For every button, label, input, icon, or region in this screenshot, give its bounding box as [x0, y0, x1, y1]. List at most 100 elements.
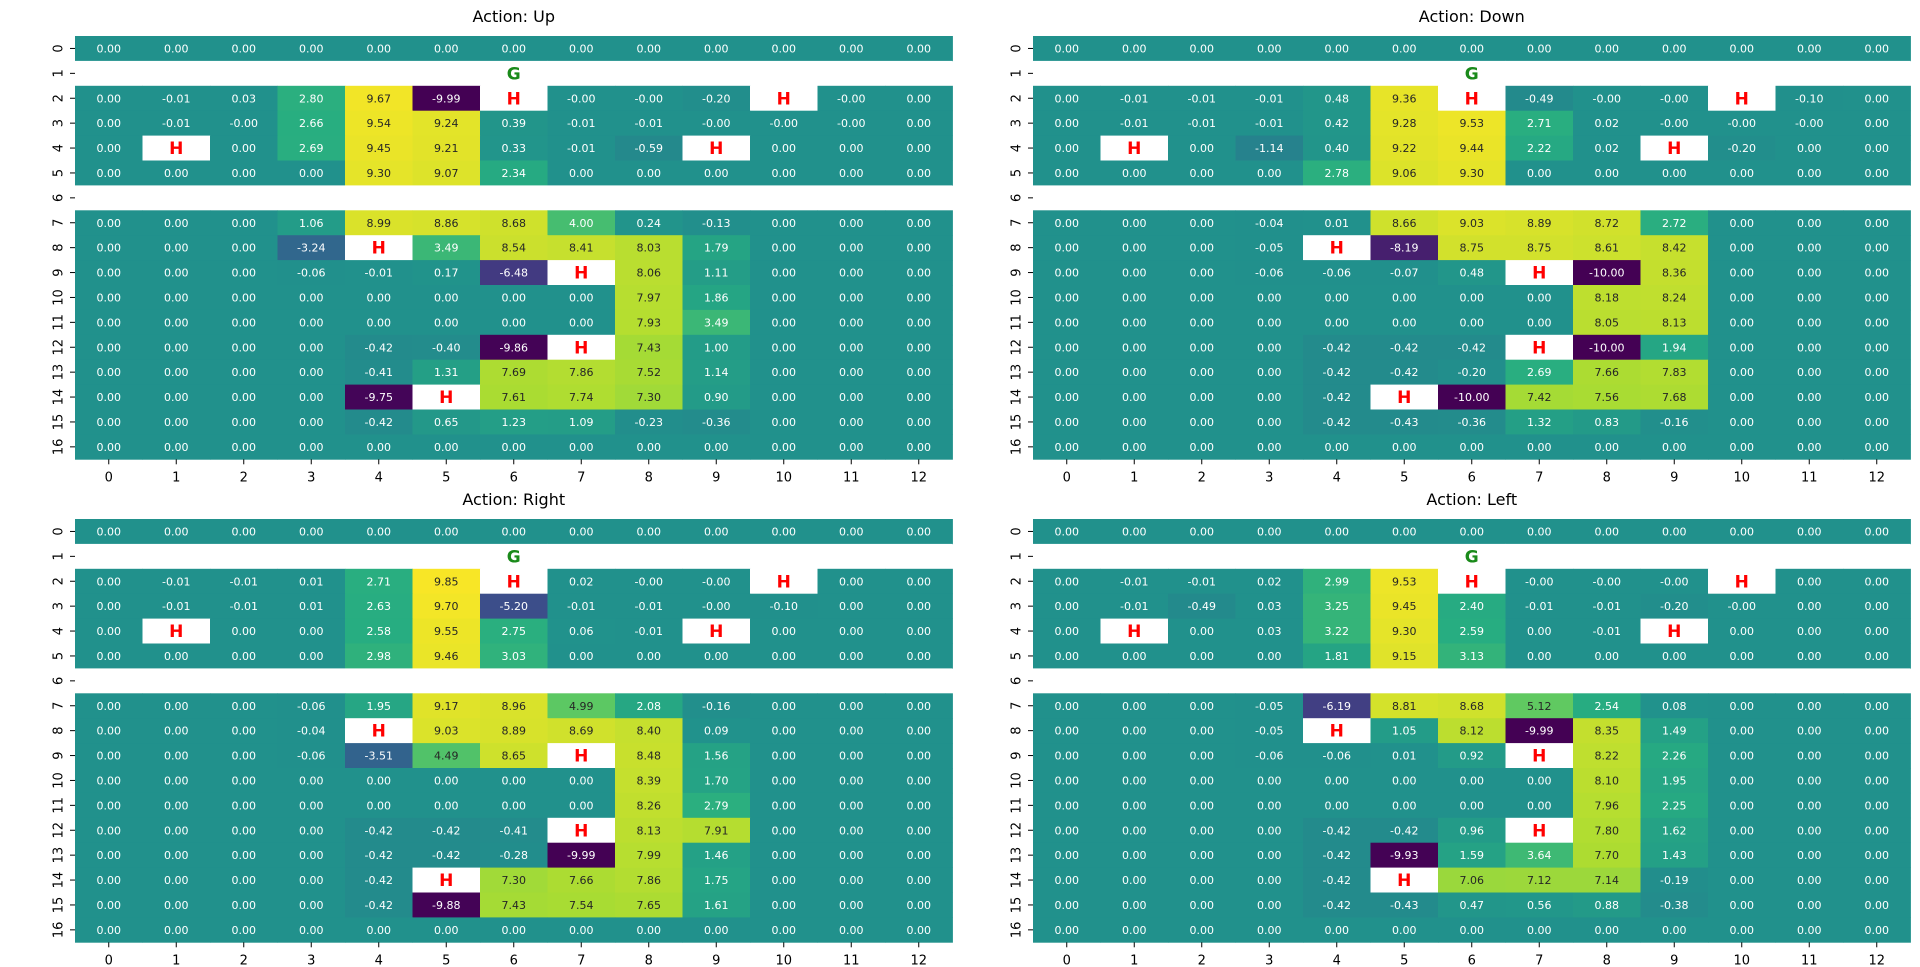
y-tick-label: 0: [52, 44, 67, 52]
x-tick-label: 5: [442, 953, 450, 967]
heatmap-cell: [885, 135, 953, 161]
cell-value-label: 7.69: [502, 366, 527, 379]
cell-value-label: 0.08: [1662, 700, 1687, 713]
x-tick-label: 3: [307, 953, 315, 967]
cell-value-label: 0.00: [1865, 874, 1890, 887]
heatmap-cell: [615, 842, 683, 868]
heatmap-cell: [1370, 593, 1439, 619]
heatmap-cell: [210, 359, 278, 385]
cell-value-label: 0.00: [1527, 650, 1552, 663]
empty-cell: [1370, 668, 1438, 694]
hole-cell: [1505, 743, 1574, 769]
cell-value-label: 0.00: [232, 267, 257, 280]
heatmap-cell: [142, 85, 211, 112]
cell-value-label: 0.00: [164, 291, 189, 304]
cell-value-label: 0.00: [1190, 416, 1215, 429]
heatmap-cell: [1573, 135, 1641, 161]
heatmap-cell: [1438, 718, 1506, 744]
hole-cell: [682, 618, 751, 644]
heatmap-cell: [210, 334, 278, 361]
cell-value-label: 0.88: [1595, 899, 1620, 912]
heatmap-cell: [210, 768, 278, 794]
heatmap-cell: [1573, 892, 1641, 918]
cell-value-label: 0.00: [1730, 899, 1755, 912]
cell-value-label: 0.00: [1055, 774, 1080, 787]
cell-value-label: -0.05: [1255, 242, 1283, 255]
cell-value-label: 2.22: [1527, 142, 1552, 155]
cell-value-label: 0.00: [1257, 42, 1282, 55]
cell-value-label: -3.51: [365, 750, 393, 763]
cell-value-label: 0.00: [907, 750, 932, 763]
heatmap-cell: [75, 160, 143, 186]
cell-value-label: 0.00: [1527, 625, 1552, 638]
cell-value-label: 2.59: [1460, 625, 1485, 638]
x-tick-label: 2: [1198, 953, 1206, 967]
heatmap-cell: [1640, 235, 1709, 261]
heatmap-cell: [1573, 693, 1641, 719]
cell-value-label: 0.00: [1865, 799, 1890, 812]
cell-value-label: 0.00: [232, 366, 257, 379]
cell-value-label: -9.99: [567, 849, 595, 862]
cell-value-label: 0.00: [1392, 291, 1417, 304]
cell-value-label: 0.00: [1122, 750, 1147, 763]
cell-value-label: 0.00: [367, 924, 392, 937]
heatmap-cell: [1100, 768, 1169, 794]
hole-cell: [750, 568, 818, 595]
y-tick-label: 11: [1010, 314, 1025, 331]
heatmap-cell: [817, 135, 886, 161]
heatmap-cell: [547, 160, 616, 186]
cell-value-label: 0.00: [1662, 441, 1687, 454]
cell-value-label: -0.19: [1660, 874, 1688, 887]
cell-value-label: 0.00: [907, 899, 932, 912]
hole-label: H: [1127, 139, 1141, 159]
cell-value-label: 0.00: [502, 291, 527, 304]
cell-value-label: 9.53: [1392, 575, 1417, 588]
cell-value-label: -10.00: [1589, 341, 1624, 354]
heatmap-cell: [817, 867, 886, 893]
cell-value-label: 0.00: [1392, 525, 1417, 538]
y-tick-label: 13: [52, 364, 67, 381]
cell-value-label: 0.00: [232, 650, 257, 663]
cell-value-label: 9.30: [367, 167, 392, 180]
x-tick-label: 5: [442, 470, 450, 485]
goal-label: G: [507, 64, 521, 84]
heatmap-cell: [1843, 309, 1911, 336]
cell-value-label: 0.00: [434, 525, 459, 538]
heatmap-cell: [277, 309, 346, 336]
heatmap-cell: [615, 718, 683, 744]
cell-value-label: 0.00: [772, 142, 797, 155]
heatmap-cell: [1438, 110, 1506, 136]
empty-cell: [1303, 185, 1371, 211]
heatmap-cell: [1033, 210, 1101, 236]
cell-value-label: 0.00: [232, 899, 257, 912]
cell-value-label: 0.00: [1257, 291, 1282, 304]
empty-cell: [1573, 668, 1641, 694]
cell-value-label: 0.00: [1730, 291, 1755, 304]
hole-label: H: [574, 264, 588, 284]
x-tick-label: 3: [307, 470, 315, 485]
heatmap-cell: [1438, 409, 1506, 435]
cell-value-label: -0.42: [1390, 824, 1418, 837]
heatmap-cell: [615, 917, 683, 943]
cell-value-label: 0.00: [232, 291, 257, 304]
x-tick-label: 0: [105, 953, 113, 967]
heatmap-cell: [277, 743, 346, 769]
cell-value-label: 8.13: [1662, 316, 1687, 329]
empty-cell: [1033, 185, 1101, 211]
cell-value-label: 1.95: [367, 700, 392, 713]
cell-value-label: 0.00: [839, 725, 864, 738]
goal-label: G: [1465, 64, 1479, 84]
cell-value-label: 3.22: [1325, 625, 1350, 638]
cell-value-label: 9.85: [434, 575, 459, 588]
cell-value-label: 0.00: [164, 267, 189, 280]
heatmap-cell: [480, 693, 548, 719]
heatmap-cell: [547, 792, 616, 819]
cell-value-label: 8.48: [637, 750, 662, 763]
cell-value-label: 0.00: [839, 575, 864, 588]
cell-value-label: 9.70: [434, 600, 459, 613]
cell-value-label: 0.00: [1527, 774, 1552, 787]
heatmap-cell: [277, 768, 346, 794]
heatmap-cell: [1775, 36, 1844, 62]
empty-cell: [142, 668, 210, 694]
